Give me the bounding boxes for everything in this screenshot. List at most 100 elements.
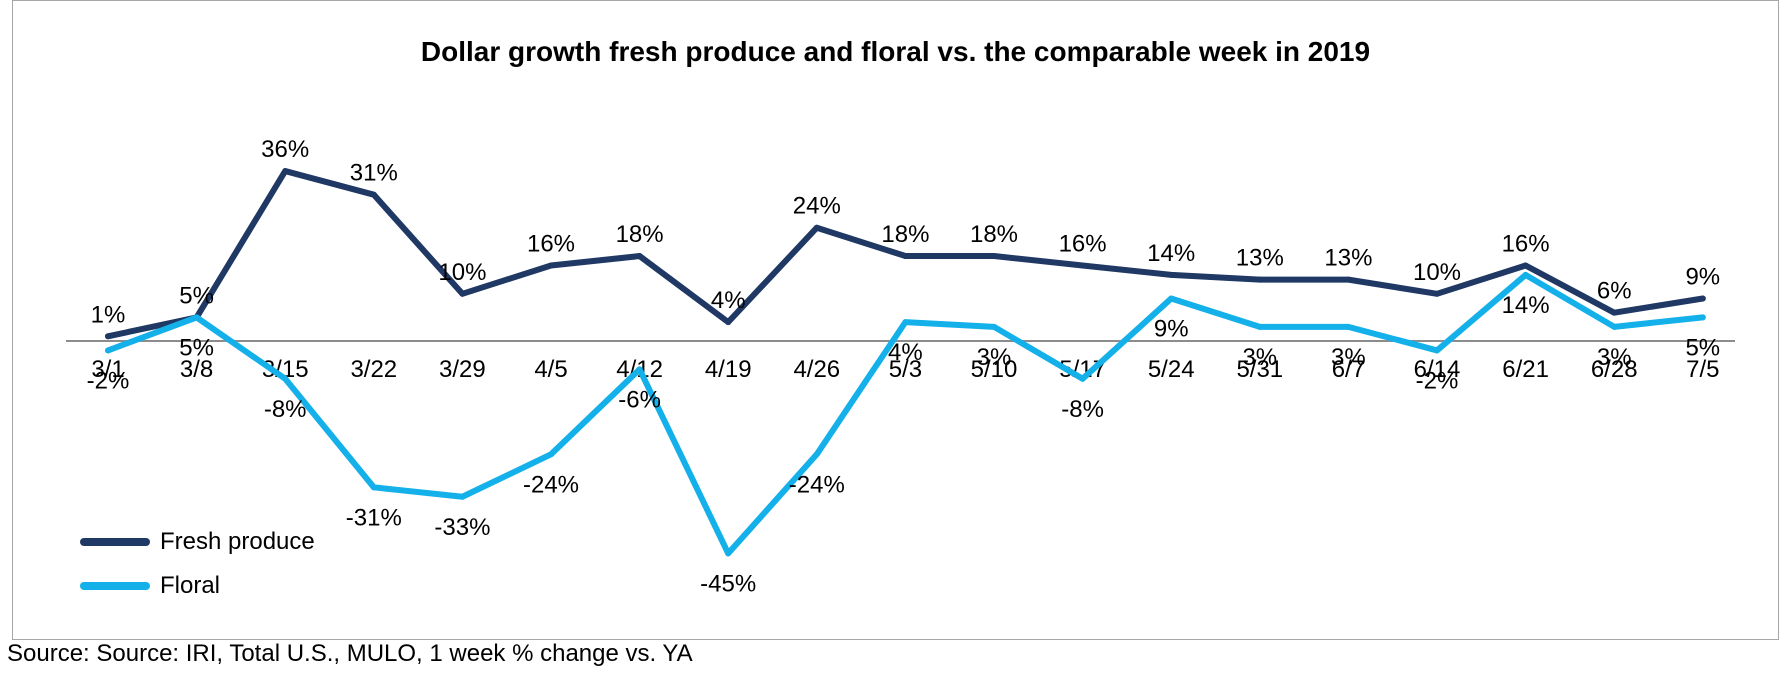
data-point-floral — [1611, 323, 1618, 330]
data-point-floral — [1522, 271, 1529, 278]
legend: Fresh produce Floral — [80, 520, 315, 608]
data-label-floral: 14% — [1502, 292, 1550, 319]
data-label-fresh-produce: 16% — [527, 230, 575, 257]
data-point-fresh-produce — [105, 333, 111, 340]
x-tick-label: 6/21 — [1502, 356, 1549, 383]
data-point-floral — [370, 484, 377, 491]
chart-title: Dollar growth fresh produce and floral v… — [420, 36, 1371, 67]
x-tick-label: 3/1 — [91, 356, 124, 383]
data-point-fresh-produce — [636, 253, 643, 260]
data-label-fresh-produce: 10% — [1413, 259, 1461, 286]
x-tick-label: 5/24 — [1148, 356, 1195, 383]
data-label-fresh-produce: 13% — [1236, 245, 1284, 272]
data-point-floral — [459, 493, 466, 500]
legend-label-fresh-produce: Fresh produce — [160, 528, 315, 555]
data-point-fresh-produce — [902, 253, 909, 260]
data-point-floral — [1168, 295, 1175, 302]
data-label-fresh-produce: 5% — [179, 282, 214, 309]
data-label-floral: -8% — [264, 396, 307, 423]
data-label-floral: 5% — [179, 334, 214, 361]
data-point-fresh-produce — [1699, 295, 1706, 302]
data-label-floral: -31% — [346, 504, 402, 531]
legend-swatch-floral — [80, 582, 150, 590]
data-point-fresh-produce — [1611, 309, 1618, 316]
data-label-floral: 3% — [1331, 344, 1366, 371]
data-label-fresh-produce: 18% — [970, 221, 1018, 248]
data-label-fresh-produce: 6% — [1597, 278, 1632, 305]
data-point-fresh-produce — [1256, 276, 1263, 283]
data-point-fresh-produce — [459, 290, 466, 297]
data-label-floral: 3% — [977, 344, 1012, 371]
x-tick-label: 4/26 — [793, 356, 840, 383]
data-point-fresh-produce — [1079, 262, 1086, 269]
x-tick-label: 6/7 — [1332, 356, 1365, 383]
data-label-floral: -8% — [1061, 396, 1104, 423]
data-label-floral: -6% — [618, 386, 661, 413]
data-label-fresh-produce: 1% — [91, 301, 126, 328]
data-label-floral: 5% — [1685, 334, 1720, 361]
data-label-floral: -45% — [700, 570, 756, 597]
data-label-fresh-produce: 18% — [616, 221, 664, 248]
data-point-fresh-produce — [370, 191, 377, 198]
x-tick-label: 6/14 — [1414, 356, 1461, 383]
data-point-floral — [813, 451, 820, 458]
data-label-floral: -24% — [789, 471, 845, 498]
line-chart: 3/1 3/8 3/15 3/22 3/29 4/5 4/12 4/19 4/26 5/3 5/10… — [66, 136, 1735, 597]
chart-area — [12, 0, 1779, 640]
x-tick-label: 3/8 — [180, 356, 213, 383]
data-point-fresh-produce — [1168, 271, 1175, 278]
data-point-floral — [902, 319, 909, 326]
data-point-fresh-produce — [991, 253, 997, 260]
data-label-floral: 3% — [1597, 344, 1632, 371]
data-point-floral — [1699, 314, 1706, 321]
data-label-fresh-produce: 31% — [350, 160, 398, 187]
data-point-fresh-produce — [282, 168, 289, 175]
data-point-floral — [193, 314, 200, 321]
data-label-fresh-produce: 16% — [1502, 230, 1550, 257]
data-point-fresh-produce — [1434, 290, 1440, 297]
data-label-fresh-produce: 4% — [711, 287, 746, 314]
data-label-fresh-produce: 14% — [1147, 240, 1195, 267]
data-label-fresh-produce: 10% — [438, 259, 486, 286]
x-tick-label: 5/3 — [889, 356, 922, 383]
data-label-fresh-produce: 18% — [881, 221, 929, 248]
x-tick-label: 5/31 — [1236, 356, 1283, 383]
data-label-floral: -2% — [87, 367, 130, 394]
data-label-fresh-produce: 36% — [261, 136, 309, 163]
legend-item-floral: Floral — [80, 564, 315, 608]
data-point-floral — [991, 323, 997, 330]
data-point-floral — [1345, 323, 1352, 330]
data-label-fresh-produce: 24% — [793, 193, 841, 220]
x-tick-label: 3/29 — [439, 356, 486, 383]
x-tick-label: 4/5 — [534, 356, 567, 383]
x-tick-label: 4/19 — [705, 356, 752, 383]
data-label-floral: -2% — [1416, 367, 1459, 394]
data-point-floral — [725, 550, 732, 557]
legend-item-fresh-produce: Fresh produce — [80, 520, 315, 564]
data-label-fresh-produce: 9% — [1685, 264, 1720, 291]
legend-swatch-fresh-produce — [80, 538, 150, 546]
data-point-fresh-produce — [1522, 262, 1529, 269]
data-point-fresh-produce — [548, 262, 554, 269]
data-point-floral — [105, 347, 111, 354]
data-label-fresh-produce: 16% — [1059, 230, 1107, 257]
data-point-floral — [282, 375, 289, 382]
data-point-floral — [1434, 347, 1440, 354]
data-label-floral: -33% — [434, 514, 490, 541]
data-label-floral: 4% — [888, 339, 923, 366]
data-label-floral: -24% — [523, 471, 579, 498]
data-point-fresh-produce — [813, 224, 820, 231]
source-note: Source: Source: IRI, Total U.S., MULO, 1… — [7, 640, 693, 667]
data-point-floral — [1079, 375, 1086, 382]
data-point-floral — [636, 366, 643, 373]
x-tick-label: 6/28 — [1591, 356, 1638, 383]
data-point-floral — [548, 451, 554, 458]
x-tick-label: 7/5 — [1686, 356, 1719, 383]
data-label-floral: 9% — [1154, 316, 1189, 343]
data-point-floral — [1256, 323, 1263, 330]
data-label-floral: 3% — [1242, 344, 1277, 371]
x-tick-label: 3/22 — [350, 356, 397, 383]
data-point-fresh-produce — [725, 319, 732, 326]
legend-label-floral: Floral — [160, 572, 221, 599]
data-point-fresh-produce — [1345, 276, 1352, 283]
